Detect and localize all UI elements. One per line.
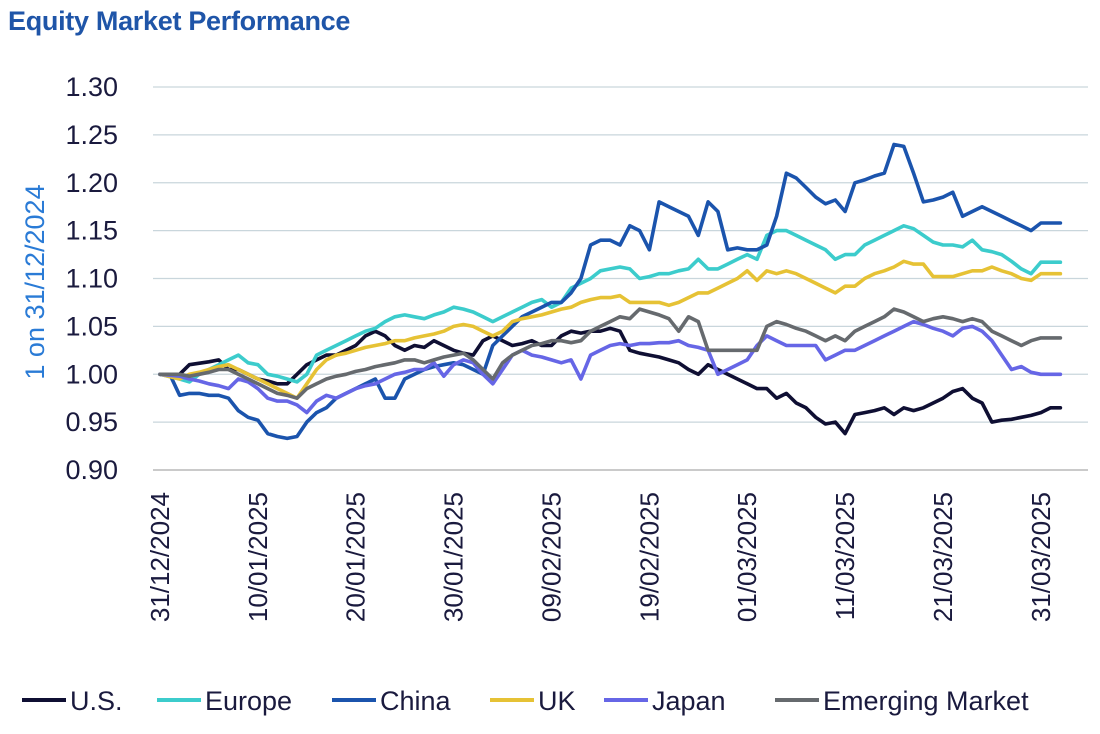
legend-label-emerging-market: Emerging Market (823, 686, 1029, 716)
x-tick-label: 01/03/2025 (732, 492, 762, 622)
y-tick-label: 1.30 (65, 72, 118, 102)
x-axis-ticks: 31/12/2024 10/01/2025 20/01/2025 30/01/2025… (145, 492, 1056, 622)
x-tick-label: 31/12/2024 (145, 492, 175, 622)
legend-label-japan: Japan (652, 686, 726, 716)
y-tick-label: 1.20 (65, 168, 118, 198)
series-line-emerging-market (158, 307, 1063, 400)
y-axis-label: 1 on 31/12/2024 (20, 184, 50, 379)
y-tick-label: 1.05 (65, 311, 118, 341)
gridlines (153, 86, 1088, 423)
y-tick-label: 0.90 (65, 455, 118, 485)
series-lines (158, 142, 1063, 441)
series-line-europe (158, 224, 1063, 384)
y-axis-ticks: 0.90 0.95 1.00 1.05 1.10 1.15 1.20 1.25 1.30 (65, 72, 118, 485)
x-tick-label: 21/03/2025 (928, 492, 958, 622)
chart-title: Equity Market Performance (8, 6, 351, 36)
y-tick-label: 1.25 (65, 120, 118, 150)
y-tick-label: 1.10 (65, 264, 118, 294)
y-tick-label: 1.15 (65, 216, 118, 246)
legend-label-europe: Europe (205, 686, 292, 716)
x-tick-label: 30/01/2025 (439, 492, 469, 622)
legend: U.S. Europe China UK Japan Emerging Market (22, 686, 1029, 716)
x-tick-label: 10/01/2025 (243, 492, 273, 622)
series-line-japan (158, 319, 1063, 415)
series-line-uk (158, 259, 1063, 400)
y-tick-label: 0.95 (65, 407, 118, 437)
x-tick-label: 20/01/2025 (341, 492, 371, 622)
y-tick-label: 1.00 (65, 359, 118, 389)
x-tick-label: 31/03/2025 (1026, 492, 1056, 622)
legend-label-u-s: U.S. (70, 686, 123, 716)
legend-label-uk: UK (538, 686, 576, 716)
series-line-china (158, 142, 1063, 441)
legend-label-china: China (380, 686, 452, 716)
x-tick-label: 09/02/2025 (536, 492, 566, 622)
x-tick-label: 19/02/2025 (634, 492, 664, 622)
series-line-u-s (158, 326, 1063, 436)
x-tick-label: 11/03/2025 (830, 492, 860, 620)
